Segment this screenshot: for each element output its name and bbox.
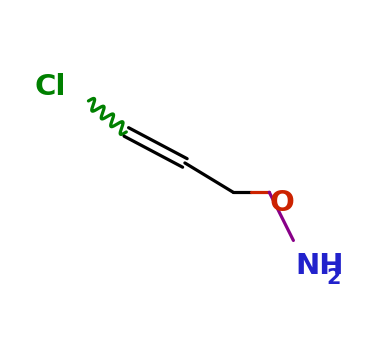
Text: NH: NH bbox=[295, 252, 344, 280]
Text: 2: 2 bbox=[326, 268, 341, 288]
Text: Cl: Cl bbox=[34, 73, 66, 101]
Text: O: O bbox=[269, 189, 294, 217]
